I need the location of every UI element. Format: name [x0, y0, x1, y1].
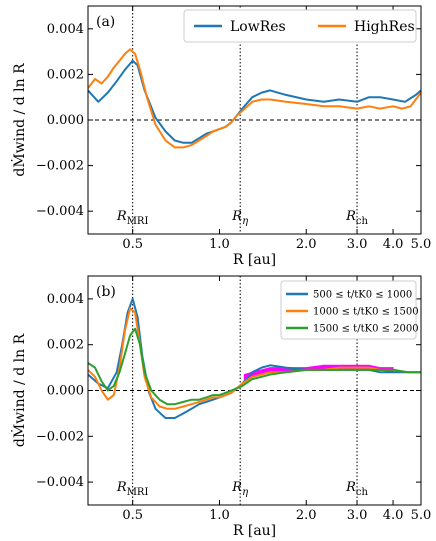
reference-label-main: R [231, 480, 242, 495]
x-tick-label: 1.0 [209, 237, 230, 252]
series-line-2 [88, 48, 421, 149]
y-tick-label: −0.004 [36, 204, 84, 219]
y-tick-label: 0.004 [47, 292, 84, 307]
x-tick-label: 3.0 [347, 508, 368, 523]
legend: LowRes HighRes [183, 9, 417, 43]
reference-label-η: Rη [231, 209, 248, 227]
reference-label-main: R [345, 209, 356, 224]
x-tick-label: 4.0 [383, 508, 404, 523]
reference-label-MRI: RMRI [116, 209, 149, 227]
reference-label-ch: Rch [345, 209, 368, 227]
y-tick-label: −0.002 [36, 429, 84, 444]
reference-label-sub: MRI [127, 487, 149, 498]
y-axis-label: dṀwind / d ln R [10, 333, 28, 447]
x-axis-label: R [au] [233, 523, 276, 539]
legend-label: 500 ≤ t/tK0 ≤ 1000 [313, 290, 412, 301]
reference-label-ch: Rch [345, 480, 368, 498]
reference-label-sub: η [242, 216, 248, 227]
reference-label-MRI: RMRI [116, 480, 149, 498]
reference-label-main: R [116, 480, 127, 495]
reference-label-sub: ch [356, 487, 369, 498]
x-tick-label: 2.0 [296, 508, 317, 523]
y-tick-label: 0.004 [47, 22, 84, 37]
legend: 500 ≤ t/tK0 ≤ 1000 1000 ≤ t/tK0 ≤ 1500 150… [280, 280, 419, 340]
y-tick-label: −0.002 [36, 159, 84, 174]
x-tick-label: 0.5 [122, 237, 143, 252]
x-tick-label: 5.0 [411, 237, 432, 252]
reference-label-main: R [231, 209, 242, 224]
reference-label-sub: MRI [127, 216, 149, 227]
series-line-2 [88, 307, 421, 410]
panel-tag: (a) [96, 14, 115, 30]
x-tick-label: 0.5 [122, 508, 143, 523]
legend-label: 1000 ≤ t/tK0 ≤ 1500 [313, 307, 419, 318]
legend-label: HighRes [354, 19, 415, 35]
legend-frame [280, 280, 417, 340]
x-tick-label: 3.0 [347, 237, 368, 252]
y-tick-label: −0.004 [36, 475, 84, 490]
y-tick-label: 0.002 [47, 67, 84, 82]
legend-label: 1500 ≤ t/tK0 ≤ 2000 [313, 324, 419, 335]
x-tick-label: 1.0 [209, 508, 230, 523]
y-axis-label: dṀwind / d ln R [10, 63, 28, 177]
series-line-3 [88, 327, 421, 406]
x-tick-label: 5.0 [411, 508, 432, 523]
y-tick-label: 0.000 [47, 113, 84, 128]
reference-label-sub: ch [356, 216, 369, 227]
legend-label: LowRes [230, 19, 286, 35]
panel-tag: (b) [96, 284, 116, 300]
reference-label-η: Rη [231, 480, 248, 498]
x-tick-label: 4.0 [383, 237, 404, 252]
reference-label-sub: η [242, 487, 248, 498]
x-tick-label: 2.0 [296, 237, 317, 252]
reference-label-main: R [345, 480, 356, 495]
legend-frame [183, 9, 417, 43]
reference-label-main: R [116, 209, 127, 224]
x-axis-label: R [au] [233, 252, 276, 268]
y-tick-label: 0.002 [47, 338, 84, 353]
y-tick-label: 0.000 [47, 384, 84, 399]
